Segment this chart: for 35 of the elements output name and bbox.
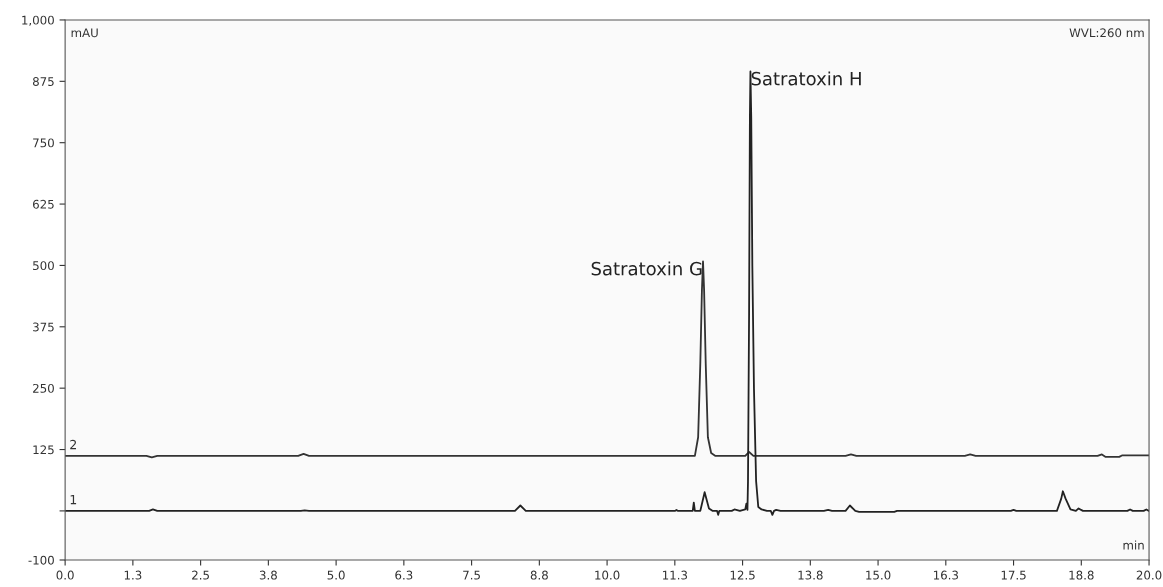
x-tick-label: 0.0 <box>56 570 74 580</box>
annotation: WVL:260 nm <box>1069 28 1144 38</box>
y-tick-label: 1,000 <box>22 15 54 26</box>
x-tick-label: 11.3 <box>662 570 688 580</box>
x-tick-label: 17.5 <box>1001 570 1026 580</box>
x-tick-label: 3.8 <box>259 570 277 580</box>
y-axis-title: mAU <box>71 28 98 38</box>
y-tick-label: 250 <box>33 383 54 393</box>
series-label: 2 <box>70 439 76 450</box>
x-tick-label: 8.8 <box>530 570 548 580</box>
line-series <box>65 70 1150 516</box>
x-axis-title: min <box>1123 540 1144 550</box>
x-tick-label: 18.8 <box>1069 570 1094 580</box>
y-tick-label: 375 <box>33 322 54 332</box>
x-tick-label: 13.8 <box>798 570 823 580</box>
y-tick-label: -100 <box>28 555 54 565</box>
x-tick-label: 7.5 <box>463 570 480 580</box>
x-tick-label: 1.3 <box>124 570 142 580</box>
x-tick-label: 20.0 <box>1136 570 1162 580</box>
annotation: Satratoxin G <box>591 261 702 276</box>
x-tick-label: 2.5 <box>192 570 209 580</box>
x-tick-label: 6.3 <box>395 570 413 580</box>
x-tick-label: 16.3 <box>933 570 959 580</box>
x-tick-label: 15.0 <box>866 570 891 580</box>
y-tick-label: 875 <box>32 77 54 86</box>
line-series <box>65 260 1150 459</box>
annotation: Satratoxin H <box>751 71 861 86</box>
y-tick-label: 500 <box>33 261 54 271</box>
x-tick-label: 10.0 <box>595 570 620 580</box>
y-tick-label: 625 <box>33 199 54 209</box>
y-tick-label: 125 <box>33 445 54 455</box>
series-label: 1 <box>70 495 77 505</box>
x-tick-label: 5.0 <box>327 570 345 580</box>
y-tick-label: 750 <box>33 138 54 148</box>
x-tick-label: 12.5 <box>730 570 755 580</box>
